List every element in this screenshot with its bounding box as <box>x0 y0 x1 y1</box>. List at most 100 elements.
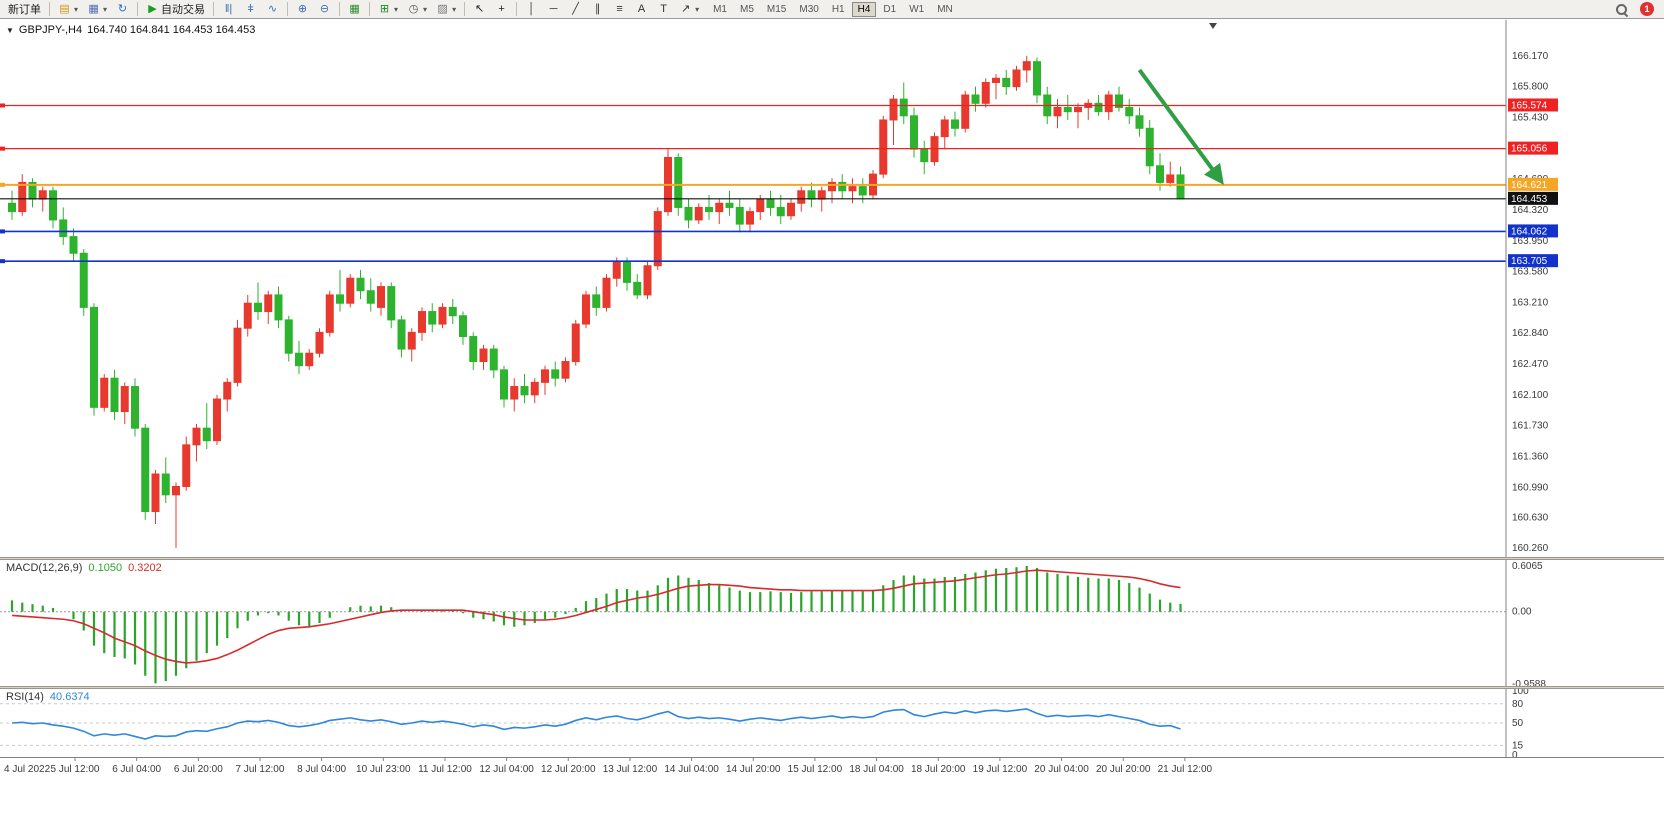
toolbar-separator <box>369 2 371 16</box>
timeframe-w1-button[interactable]: W1 <box>903 2 930 17</box>
toolbar-separator <box>287 2 289 16</box>
refresh-icon: ↻ <box>117 2 128 15</box>
svg-text:12 Jul 20:00: 12 Jul 20:00 <box>541 764 596 775</box>
dropdown-arrow-icon[interactable]: ▾ <box>394 4 399 14</box>
svg-text:80: 80 <box>1512 699 1524 710</box>
dropdown-arrow-icon[interactable]: ▾ <box>423 4 428 14</box>
new-chart-icon: ▤ <box>59 2 70 15</box>
svg-text:0.00: 0.00 <box>1512 607 1532 618</box>
templates-icon: ▨ <box>437 2 448 15</box>
horizontal-line-163.705[interactable]: 163.705 <box>0 254 1558 268</box>
cursor-icon: ↖ <box>474 2 485 15</box>
crosshair-icon: + <box>498 2 505 15</box>
time-axis: 4 Jul 2022 5 Jul 12:00 6 Jul 04:00 6 Jul 20… <box>0 757 1664 775</box>
text-label-button[interactable]: T <box>653 1 674 18</box>
svg-text:165.056: 165.056 <box>1511 144 1548 155</box>
crosshair-button[interactable]: + <box>491 1 512 18</box>
timeframe-d1-button[interactable]: D1 <box>877 2 902 17</box>
svg-text:160.990: 160.990 <box>1512 482 1549 493</box>
indicators-icon: ⊞ <box>379 2 390 15</box>
fibonacci-retracement-icon: ≡ <box>616 2 623 15</box>
new-chart-button[interactable]: ▤ ▾ <box>54 1 82 18</box>
cursor-button[interactable]: ↖ <box>469 1 490 18</box>
svg-text:162.100: 162.100 <box>1512 390 1549 401</box>
macd-name: MACD(12,26,9) <box>6 562 83 574</box>
macd-histogram <box>10 565 1182 684</box>
chart-ohlc: 164.740 164.841 164.453 164.453 <box>87 24 256 36</box>
chart-shift-marker-icon <box>1209 23 1217 29</box>
rsi-value: 40.6374 <box>49 691 90 703</box>
timeframe-group: M1 M5 M15 M30 H1 H4 D1 W1 MN <box>707 1 959 17</box>
svg-text:5 Jul 12:00: 5 Jul 12:00 <box>51 764 100 775</box>
timeframe-h1-button[interactable]: H1 <box>826 2 851 17</box>
macd-panel[interactable]: 0.6065 0.00 -0.9588 <box>0 560 1664 686</box>
price-line-badge <box>1508 177 1558 191</box>
candlestick-chart-button[interactable]: ǂ <box>240 1 261 18</box>
symbol-dropdown-icon[interactable]: ▼ <box>6 25 14 35</box>
horizontal-line-164.621[interactable]: 164.621 <box>0 177 1558 191</box>
svg-text:100: 100 <box>1512 689 1529 697</box>
macd-signal-value: 0.3202 <box>128 562 162 574</box>
dropdown-arrow-icon[interactable]: ▾ <box>452 4 457 14</box>
toolbar-separator <box>49 2 50 16</box>
horizontal-line-165.574[interactable]: 165.574 <box>0 98 1558 112</box>
timeframe-m30-button[interactable]: M30 <box>793 2 824 17</box>
trend-arrow[interactable] <box>1137 68 1224 185</box>
bar-chart-button[interactable]: ‖| <box>218 1 239 18</box>
svg-text:162.840: 162.840 <box>1512 328 1549 339</box>
price-axis-labels: 166.170165.800165.430165.060164.690164.3… <box>1512 51 1549 554</box>
templates-button[interactable]: ▨ ▾ <box>432 1 460 18</box>
search-button[interactable] <box>1611 1 1632 18</box>
svg-text:0: 0 <box>1512 750 1518 757</box>
dropdown-arrow-icon[interactable]: ▾ <box>695 4 700 14</box>
svg-text:14 Jul 20:00: 14 Jul 20:00 <box>726 764 781 775</box>
horizontal-line-165.056[interactable]: 165.056 <box>0 141 1558 155</box>
vertical-line-button[interactable]: │ <box>521 1 542 18</box>
tile-windows-icon: ▦ <box>349 2 360 15</box>
timeframe-m1-button[interactable]: M1 <box>707 2 733 17</box>
periods-icon: ◷ <box>408 2 419 15</box>
toolbar-separator <box>516 2 518 16</box>
svg-text:20 Jul 04:00: 20 Jul 04:00 <box>1034 764 1089 775</box>
panel-divider[interactable] <box>0 557 1664 560</box>
timeframe-h4-button[interactable]: H4 <box>851 1 877 17</box>
svg-text:163.210: 163.210 <box>1512 297 1549 308</box>
new-order-label: 新订单 <box>8 4 41 16</box>
svg-text:164.453: 164.453 <box>1511 194 1548 205</box>
arrows-button[interactable]: ↗ ▾ <box>675 1 703 18</box>
timeframe-m15-button[interactable]: M15 <box>761 2 792 17</box>
fibonacci-retracement-button[interactable]: ≡ <box>609 1 630 18</box>
svg-text:11 Jul 12:00: 11 Jul 12:00 <box>418 764 472 775</box>
timeframe-m5-button[interactable]: M5 <box>734 2 760 17</box>
indicators-button[interactable]: ⊞ ▾ <box>374 1 402 18</box>
refresh-button[interactable]: ↻ <box>112 1 133 18</box>
trendline-icon: ╱ <box>572 2 579 15</box>
svg-text:160.260: 160.260 <box>1512 543 1549 554</box>
equidistant-channel-button[interactable]: ∥ <box>587 1 608 18</box>
trendline-button[interactable]: ╱ <box>565 1 586 18</box>
autotrading-button[interactable]: ▶ 自动交易 <box>142 1 209 18</box>
dropdown-arrow-icon[interactable]: ▾ <box>103 4 108 14</box>
text-button[interactable]: A <box>631 1 652 18</box>
horizontal-line-164.062[interactable]: 164.062 <box>0 224 1558 238</box>
rsi-panel[interactable]: 100 80 50 150 <box>0 689 1664 757</box>
svg-text:13 Jul 12:00: 13 Jul 12:00 <box>603 764 658 775</box>
tile-windows-button[interactable]: ▦ <box>344 1 365 18</box>
panel-divider[interactable] <box>0 686 1664 689</box>
zoom-out-button[interactable]: ⊖ <box>314 1 335 18</box>
periods-button[interactable]: ◷ ▾ <box>403 1 431 18</box>
profiles-button[interactable]: ▦ ▾ <box>83 1 111 18</box>
dropdown-arrow-icon[interactable]: ▾ <box>74 4 79 14</box>
chart-area[interactable]: 166.170165.800165.430165.060164.690164.3… <box>0 20 1664 831</box>
notification-badge[interactable]: 1 <box>1640 2 1654 16</box>
new-order-button[interactable]: 新订单 <box>4 1 45 18</box>
zoom-in-button[interactable]: ⊕ <box>292 1 313 18</box>
svg-text:21 Jul 12:00: 21 Jul 12:00 <box>1158 764 1213 775</box>
line-chart-button[interactable]: ∿ <box>262 1 283 18</box>
timeframe-mn-button[interactable]: MN <box>931 2 959 17</box>
main-price-chart[interactable]: 166.170165.800165.430165.060164.690164.3… <box>0 20 1664 557</box>
svg-text:0.6065: 0.6065 <box>1512 561 1543 572</box>
svg-text:165.800: 165.800 <box>1512 82 1549 93</box>
horizontal-line-button[interactable]: ─ <box>543 1 564 18</box>
price-line-badge <box>1508 98 1558 112</box>
